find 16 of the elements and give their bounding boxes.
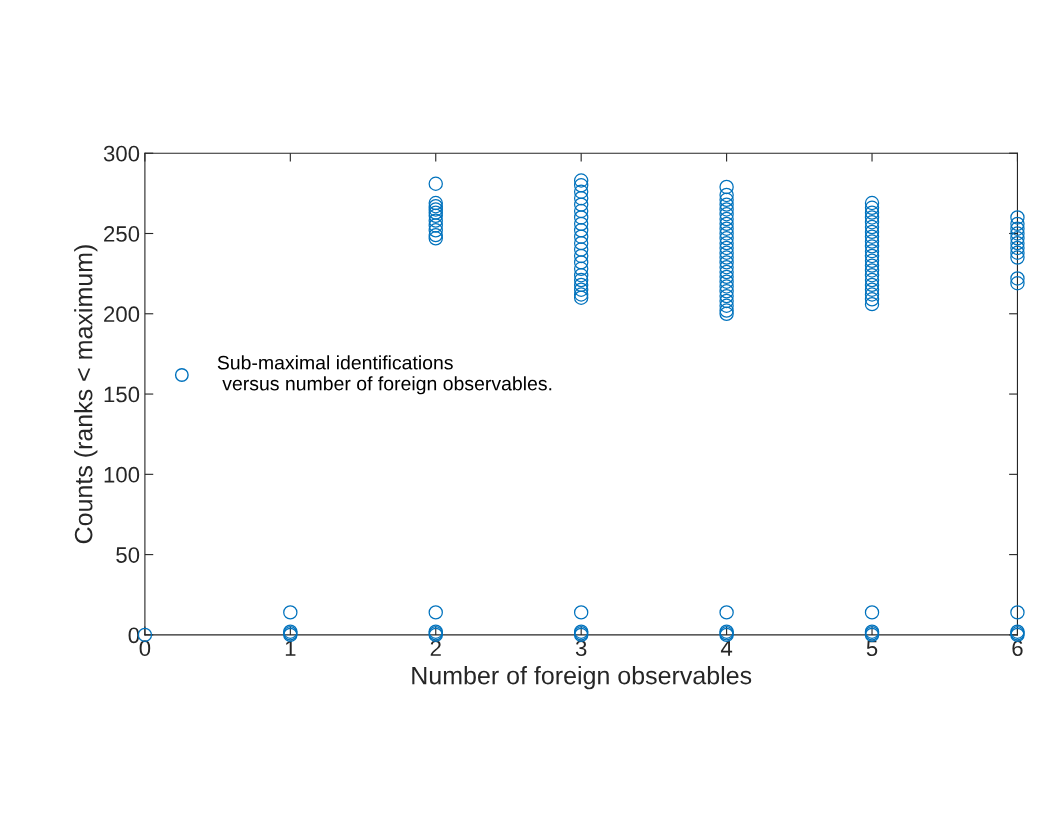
- y-tick-label: 250: [104, 226, 140, 242]
- y-axis-title: Counts (ranks < maximum): [74, 245, 98, 544]
- y-tick-label: 300: [103, 145, 140, 162]
- x-axis-title: Number of foreign observables: [412, 666, 752, 690]
- legend-label: Sub-maximal identifications versus number of foreign observables.: [217, 355, 552, 395]
- x-tick-label: 0: [139, 640, 151, 657]
- y-tick-label: 150: [104, 386, 140, 403]
- y-tick-label: 50: [116, 547, 140, 563]
- x-tick-label: 4: [720, 640, 733, 656]
- x-tick-label: 2: [430, 640, 441, 656]
- y-tick-label: 200: [104, 306, 140, 323]
- y-tick-label: 100: [104, 466, 140, 483]
- x-tick-label: 1: [285, 640, 296, 656]
- x-tick-label: 6: [1012, 640, 1023, 657]
- x-tick-label: 3: [575, 640, 587, 657]
- x-tick-label: 5: [866, 640, 878, 657]
